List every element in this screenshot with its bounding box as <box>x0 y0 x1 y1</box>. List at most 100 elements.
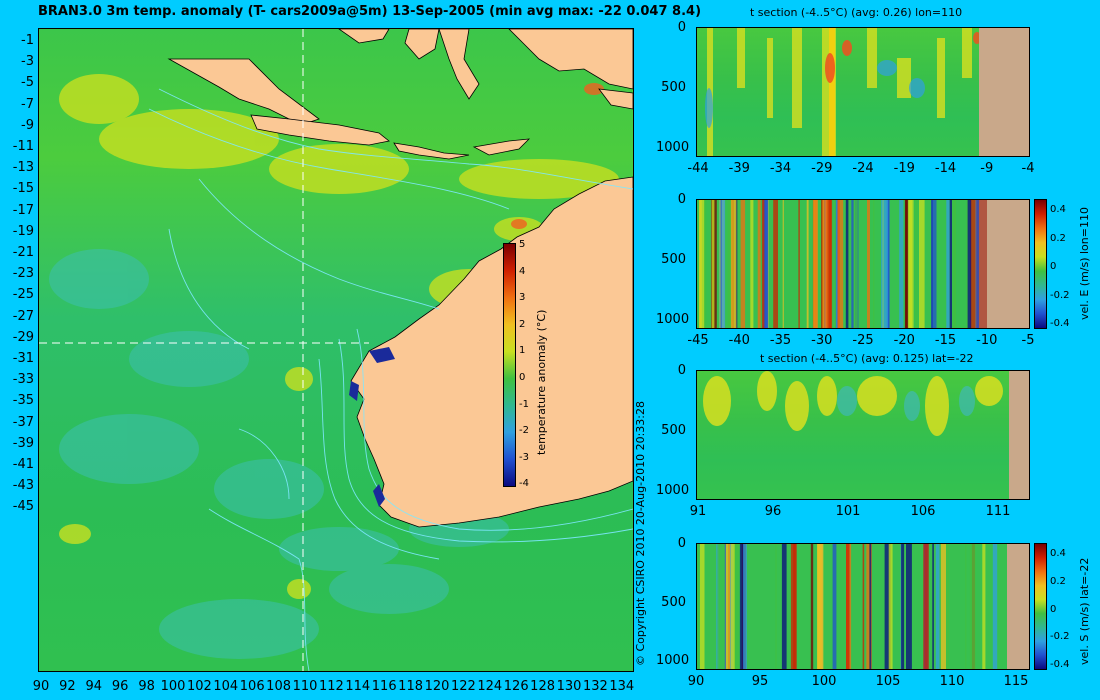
section-x-tick-label: -19 <box>893 161 915 176</box>
section-x-tick-label: 115 <box>1003 674 1029 689</box>
lon-tick-label: 116 <box>371 679 397 694</box>
velocity-band <box>935 544 940 669</box>
section-x-tick-label: -39 <box>728 161 750 176</box>
map-colorbar-tick: 5 <box>519 239 526 250</box>
velocity-band <box>826 200 833 328</box>
velocity-band <box>932 544 934 669</box>
velocity-band <box>773 200 778 328</box>
section-panel-1[interactable] <box>696 27 1030 157</box>
lat-tick-label: -15 <box>12 181 34 197</box>
lon-tick-label: 128 <box>530 679 556 694</box>
velocity-band <box>703 200 707 328</box>
map-colorbar-label: temperature anomaly (°C) <box>535 309 548 455</box>
section-panel-2[interactable] <box>696 199 1030 329</box>
velocity-band <box>862 544 865 669</box>
velocity-band <box>775 544 777 669</box>
velocity-band <box>965 544 967 669</box>
velocity-band <box>866 544 872 669</box>
lat-tick-label: -3 <box>21 54 34 70</box>
velocity-band <box>699 544 705 669</box>
velocity-band <box>851 200 854 328</box>
velocity-band <box>763 200 769 328</box>
lon-tick-label: 114 <box>345 679 371 694</box>
velocity-band <box>888 544 893 669</box>
velocity-band <box>750 200 754 328</box>
map-panel[interactable] <box>38 28 634 672</box>
map-colorbar-tick: 1 <box>519 345 526 357</box>
section-1-field <box>705 28 1029 156</box>
depth-contours <box>148 88 633 671</box>
map-colorbar-tick: -2 <box>519 425 529 437</box>
velocity-band <box>711 200 715 328</box>
velocity-band <box>740 200 746 328</box>
main-title: BRAN3.0 3m temp. anomaly (T- cars2009a@5… <box>38 4 702 19</box>
velocity-band <box>946 544 950 669</box>
colorbar-tick: 0.4 <box>1050 204 1066 215</box>
lat-tick-label: -33 <box>12 372 34 388</box>
lat-tick-label: -9 <box>21 117 34 133</box>
lat-tick-label: -25 <box>12 287 34 303</box>
lat-tick-label: -37 <box>12 414 34 430</box>
velocity-band <box>717 544 720 669</box>
section-x-tick-label: -44 <box>687 161 709 176</box>
lon-tick-label: 94 <box>85 679 103 694</box>
velocity-band <box>883 200 889 328</box>
velocity-band <box>836 200 838 328</box>
lat-tick-label: -11 <box>12 139 34 154</box>
section-x-tick-label: 90 <box>687 674 705 689</box>
velocity-band <box>735 200 738 328</box>
lon-tick-label: 106 <box>239 679 265 694</box>
velocity-band <box>814 200 818 328</box>
lon-tick-label: 90 <box>32 679 50 694</box>
panel-3-title: t section (-4..5°C) (avg: 0.125) lat=-22 <box>760 352 974 365</box>
lon-tick-label: 104 <box>213 679 239 694</box>
velocity-band <box>869 544 872 669</box>
velocity-band <box>887 200 890 328</box>
section-panel-4[interactable] <box>696 543 1030 670</box>
section-x-tick-label: -24 <box>852 161 874 176</box>
depth-tick-label: 0 <box>677 20 686 35</box>
velocity-band <box>699 200 705 328</box>
map-colorbar-tick: 4 <box>519 265 526 277</box>
colorbar-tick: -0.2 <box>1050 289 1070 301</box>
panel-2-colorbar-label: vel. E (m/s) lon=110 <box>1078 207 1091 320</box>
lon-tick-label: 108 <box>266 679 292 694</box>
section-panel-3[interactable] <box>696 370 1030 500</box>
velocity-band <box>720 200 722 328</box>
velocity-band <box>949 200 952 328</box>
section-x-tick-label: 91 <box>689 504 707 519</box>
section-x-tick-label: 111 <box>985 504 1011 519</box>
map-colorbar-tick: -4 <box>519 478 529 490</box>
map-colorbar-tick: -3 <box>519 451 529 463</box>
velocity-band <box>946 200 950 328</box>
colorbar-tick: 0 <box>1050 261 1057 272</box>
velocity-band <box>976 200 981 328</box>
colorbar-tick: -0.4 <box>1050 659 1070 670</box>
depth-tick-label: 500 <box>661 594 686 610</box>
copyright-text: © Copyright CSIRO 2010 20-Aug-2010 20:33… <box>634 400 647 666</box>
velocity-band <box>940 544 946 669</box>
lat-tick-label: -23 <box>12 266 34 282</box>
lat-tick-label: -5 <box>21 75 34 91</box>
velocity-band <box>992 544 998 669</box>
lat-tick-label: -45 <box>12 499 34 515</box>
velocity-band <box>739 544 745 669</box>
section-x-tick-label: 96 <box>764 504 782 519</box>
depth-tick-label: 0 <box>677 192 686 207</box>
lon-tick-label: 130 <box>556 679 582 694</box>
lon-tick-label: 122 <box>450 679 476 694</box>
malaya <box>338 29 390 44</box>
lon-tick-label: 102 <box>186 679 212 694</box>
velocity-band <box>969 544 976 669</box>
velocity-band <box>884 544 891 669</box>
lon-tick-label: 132 <box>582 679 608 694</box>
depth-tick-label: 1000 <box>656 140 690 155</box>
velocity-band <box>724 544 726 669</box>
section-x-tick-label: 110 <box>939 674 965 689</box>
panel-4-colorbar-label: vel. S (m/s) lat=-22 <box>1078 557 1091 665</box>
velocity-band <box>846 544 850 669</box>
panel-1-title: t section (-4..5°C) (avg: 0.26) lon=110 <box>750 6 963 19</box>
lat-tick-label: -43 <box>12 478 34 494</box>
lon-tick-label: 126 <box>503 679 529 694</box>
velocity-band <box>967 200 972 328</box>
